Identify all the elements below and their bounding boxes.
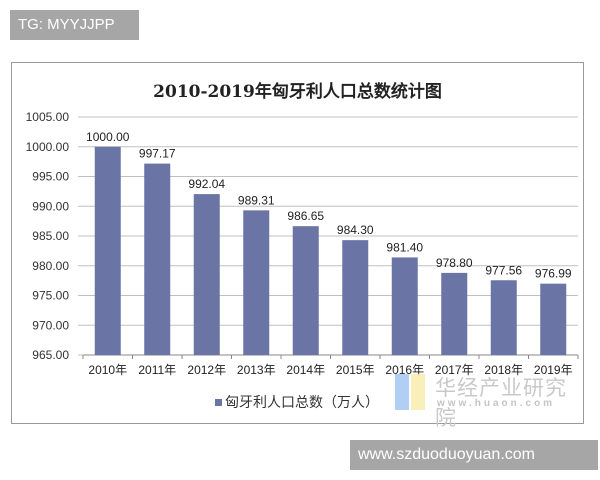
y-tick-label: 970.00: [32, 318, 69, 332]
bar-value-label: 977.56: [485, 263, 522, 277]
bottom-overlay-tag: www.szduoduoyuan.com: [350, 440, 598, 470]
x-tick-label: 2011年: [138, 363, 176, 377]
legend-swatch-icon: [215, 398, 222, 406]
watermark-logo-icon-secondary: [411, 374, 425, 410]
watermark-logo-icon: [395, 374, 409, 410]
bar-value-label: 986.65: [287, 209, 324, 223]
x-tick-label: 2019年: [534, 363, 573, 377]
bar: [391, 257, 418, 355]
x-tick-label: 2012年: [187, 363, 226, 377]
bar: [243, 210, 270, 355]
x-tick-label: 2013年: [237, 363, 276, 377]
chart-legend: 匈牙利人口总数（万人）: [215, 392, 379, 412]
bar: [144, 163, 171, 355]
bar-value-label: 989.31: [238, 193, 275, 207]
bar-value-label: 992.04: [188, 177, 225, 191]
x-tick-label: 2016年: [385, 363, 424, 377]
bar-value-label: 981.40: [386, 240, 423, 254]
y-tick-label: 980.00: [32, 259, 69, 273]
bar-value-label: 997.17: [139, 147, 176, 161]
y-tick-label: 995.00: [32, 170, 69, 184]
huaon-watermark: 华经产业研究院 www.huaon.com: [395, 372, 580, 430]
y-tick-label: 985.00: [32, 229, 69, 243]
x-tick-label: 2015年: [336, 363, 375, 377]
bar-value-label: 976.99: [535, 267, 572, 281]
x-tick-label: 2018年: [484, 363, 523, 377]
watermark-name: 华经产业研究院: [435, 377, 567, 430]
x-tick-label: 2014年: [286, 363, 325, 377]
bar: [441, 272, 468, 355]
y-tick-label: 1000.00: [26, 140, 70, 154]
top-overlay-tag: TG: MYYJJPP: [10, 10, 139, 40]
bar: [540, 283, 567, 355]
bar: [342, 240, 369, 355]
y-tick-label: 1005.00: [26, 110, 70, 124]
watermark-url: www.huaon.com: [437, 398, 556, 409]
bar: [292, 226, 319, 355]
bar: [94, 146, 121, 355]
x-tick-label: 2010年: [88, 363, 127, 377]
y-tick-label: 990.00: [32, 199, 69, 213]
y-tick-label: 965.00: [32, 348, 69, 362]
x-tick-label: 2017年: [435, 363, 474, 377]
bar: [490, 280, 517, 355]
bar: [193, 194, 220, 355]
bar-value-label: 984.30: [337, 223, 374, 237]
chart-title: 2010-2019年匈牙利人口总数统计图: [153, 82, 442, 102]
bar-value-label: 1000.00: [86, 130, 130, 144]
y-tick-label: 975.00: [32, 289, 69, 303]
bar-value-label: 978.80: [436, 256, 473, 270]
legend-label: 匈牙利人口总数（万人）: [225, 394, 379, 410]
